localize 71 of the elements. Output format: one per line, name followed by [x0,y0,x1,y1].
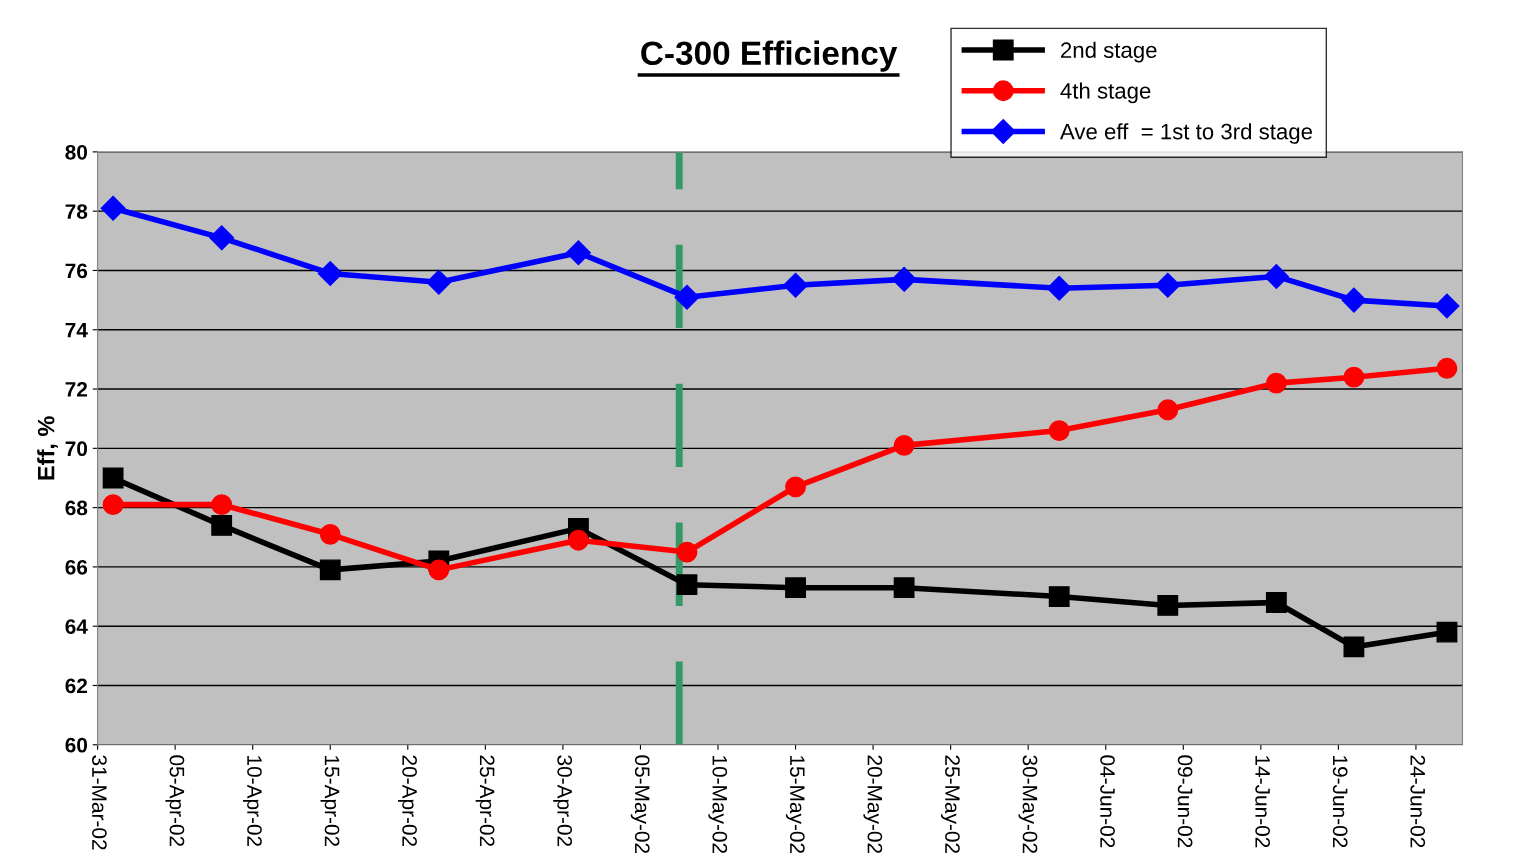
point [211,514,233,536]
chart-title: C-300 Efficiency [641,40,898,72]
y-tick-label: 80 [65,144,88,160]
y-tick-label: 76 [65,263,88,279]
y-tick-label: 60 [65,737,88,753]
y-tick-label: 70 [65,441,88,457]
point [1341,287,1367,313]
legend-label: 4th stage [1060,82,1151,104]
point [1157,595,1179,616]
point [891,266,917,292]
x-tick-label: 20-Apr-02 [398,755,417,847]
point [1263,263,1289,289]
point [1157,399,1179,421]
point [1434,293,1460,319]
x-tick-label: 05-May-02 [630,755,650,854]
x-tick-label: 19-Jun-02 [1332,756,1348,848]
point [1048,420,1070,441]
point [785,577,806,599]
x-tick-label: 25-May-02 [940,755,960,854]
y-tick-label: 68 [65,500,88,516]
point [102,494,124,516]
x-tick-label: 10-May-02 [708,756,728,854]
point [1343,636,1365,658]
x-tick-label: 31-Mar-02 [92,755,107,850]
point [676,541,698,563]
point [102,467,124,489]
point [317,260,343,286]
point [1265,592,1287,613]
point [783,272,809,298]
x-tick-label: 30-May-02 [1018,755,1038,854]
point [1048,586,1070,607]
x-tick-label: 09-Jun-02 [1177,755,1193,848]
point [1343,366,1365,388]
point [674,284,700,310]
legend-label: 2nd stage [1061,41,1157,63]
point [100,195,126,221]
point [211,494,233,516]
point [1046,275,1072,301]
point [209,225,235,251]
point [893,577,915,599]
point [567,529,589,551]
y-tick-label: 64 [65,619,88,634]
point [1436,621,1458,643]
x-tick-label: 14-Jun-02 [1255,756,1271,848]
point [1155,272,1181,298]
x-tick-label: 15-Apr-02 [320,756,340,847]
y-axis-title: Eff, % [37,416,58,480]
point [565,240,591,266]
point [319,523,341,545]
x-tick-label: 15-May-02 [785,756,805,854]
y-tick-label: 78 [65,204,88,219]
x-tick-label: 30-Apr-02 [553,755,573,847]
x-tick-label: 20-May-02 [863,755,883,854]
point [319,559,341,581]
point [428,559,450,581]
y-tick-label: 62 [65,678,88,694]
point [1265,372,1287,394]
x-tick-label: 24-Jun-02 [1410,755,1426,848]
y-tick-label: 74 [65,322,88,338]
point [785,476,806,498]
point [893,434,915,456]
y-tick-label: 66 [65,559,88,575]
x-tick-label: 05-Apr-02 [165,755,185,847]
point [676,574,698,596]
x-tick-label: 10-Apr-02 [242,756,262,847]
y-tick-label: 72 [65,382,88,397]
point [1436,357,1458,379]
point [426,269,452,295]
x-tick-label: 04-Jun-02 [1100,755,1115,848]
x-tick-label: 25-Apr-02 [475,755,495,847]
legend-label: Ave eff = 1st to 3rd stage [1059,123,1313,144]
